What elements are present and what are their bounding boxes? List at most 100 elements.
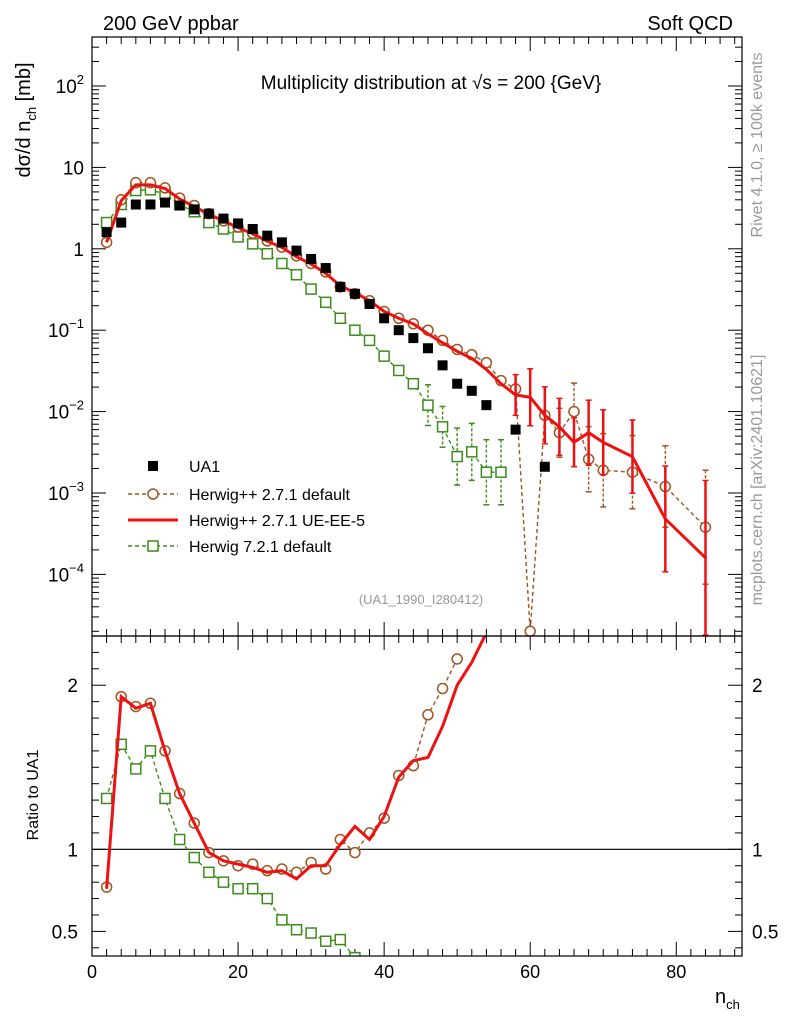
data-point bbox=[422, 709, 434, 721]
data-point bbox=[364, 298, 375, 309]
data-point bbox=[130, 199, 141, 210]
data-point bbox=[392, 364, 405, 377]
data-point bbox=[261, 892, 274, 905]
data-point bbox=[159, 792, 171, 805]
data-point bbox=[436, 682, 449, 695]
y-tick-label: 102 bbox=[56, 72, 84, 98]
data-point bbox=[349, 951, 361, 956]
data-point bbox=[188, 851, 200, 864]
data-point bbox=[144, 745, 157, 757]
data-point bbox=[703, 556, 707, 560]
data-point bbox=[320, 263, 331, 274]
data-point bbox=[130, 763, 142, 775]
data-point bbox=[276, 237, 287, 248]
ratio-tick-label-right: 1 bbox=[752, 840, 763, 861]
data-point bbox=[393, 325, 404, 336]
data-point bbox=[510, 424, 521, 435]
data-point bbox=[334, 933, 347, 946]
data-point bbox=[378, 350, 390, 362]
data-point bbox=[173, 833, 186, 846]
data-point bbox=[247, 224, 258, 235]
data-point bbox=[100, 216, 113, 229]
side-label-bottom: mcplots.cern.ch [arXiv:2401.10621] bbox=[749, 355, 766, 606]
data-point bbox=[528, 395, 532, 399]
data-point bbox=[261, 247, 274, 260]
x-tick-label: 60 bbox=[520, 962, 540, 982]
series-line bbox=[105, 742, 355, 956]
y-tick-label: 10 bbox=[63, 158, 84, 179]
legend-label: Herwig++ 2.7.1 UE-EE-5 bbox=[189, 513, 365, 530]
plot-title: Multiplicity distribution at √s = 200 {G… bbox=[261, 73, 601, 94]
ratio-tick-label: 0.5 bbox=[52, 922, 78, 943]
data-point bbox=[601, 440, 605, 444]
data-point bbox=[334, 312, 347, 325]
data-point bbox=[407, 377, 420, 390]
data-point bbox=[363, 334, 376, 347]
data-point bbox=[319, 935, 332, 947]
data-point bbox=[246, 238, 259, 250]
data-point bbox=[543, 413, 547, 417]
data-point bbox=[514, 393, 518, 397]
data-point bbox=[349, 288, 360, 299]
data-point bbox=[379, 313, 390, 324]
series-line bbox=[106, 189, 501, 473]
data-point bbox=[451, 450, 463, 463]
ratio-tick-label-right: 0.5 bbox=[752, 922, 778, 943]
data-point bbox=[568, 405, 580, 418]
data-point bbox=[246, 882, 259, 895]
data-point bbox=[291, 245, 302, 256]
series-line bbox=[105, 636, 487, 889]
header-right: Soft QCD bbox=[647, 13, 733, 35]
series-line bbox=[105, 181, 706, 632]
data-point bbox=[481, 400, 492, 411]
data-point bbox=[290, 923, 303, 936]
y-tick-label: 10−3 bbox=[48, 479, 84, 505]
legend-marker bbox=[147, 488, 159, 500]
ratio-tick-label: 2 bbox=[67, 676, 78, 697]
legend-marker-ua1 bbox=[148, 461, 158, 471]
x-tick-label: 80 bbox=[666, 962, 686, 982]
data-point bbox=[189, 204, 200, 215]
data-point bbox=[290, 268, 303, 281]
data-point bbox=[116, 217, 127, 228]
series-line bbox=[105, 658, 458, 888]
data-point bbox=[335, 281, 346, 292]
y-tick-label: 10−4 bbox=[48, 560, 84, 586]
data-point bbox=[218, 213, 229, 224]
x-tick-label: 20 bbox=[228, 962, 248, 982]
ratio-tick-label-right: 2 bbox=[752, 676, 763, 697]
data-point bbox=[466, 385, 477, 396]
data-point bbox=[276, 257, 288, 270]
data-point bbox=[306, 253, 317, 264]
data-point bbox=[524, 625, 536, 636]
data-point bbox=[495, 466, 507, 478]
data-point bbox=[203, 866, 215, 879]
data-point bbox=[305, 283, 317, 295]
data-point bbox=[349, 324, 361, 336]
data-point bbox=[100, 792, 113, 805]
y-tick-label: 1 bbox=[73, 240, 84, 261]
data-point bbox=[232, 882, 244, 895]
y-axis-label: dσ/d nch [mb] bbox=[13, 62, 39, 177]
data-point bbox=[539, 461, 550, 472]
data-point bbox=[160, 197, 171, 208]
y-tick-label: 10−1 bbox=[48, 316, 84, 342]
data-point bbox=[630, 455, 634, 459]
data-point bbox=[436, 421, 449, 433]
data-point bbox=[217, 876, 230, 888]
data-point bbox=[408, 333, 419, 344]
data-point bbox=[422, 343, 433, 354]
data-point bbox=[572, 440, 576, 444]
ratio-tick-label: 1 bbox=[67, 840, 78, 861]
data-point bbox=[305, 927, 317, 939]
y-tick-label: 10−2 bbox=[48, 398, 84, 424]
data-point bbox=[480, 466, 493, 478]
x-axis-label: nch bbox=[715, 986, 740, 1012]
data-point bbox=[587, 431, 591, 435]
legend-marker bbox=[147, 540, 159, 552]
legend-label: Herwig++ 2.7.1 default bbox=[189, 487, 351, 504]
data-point bbox=[437, 360, 448, 371]
data-point bbox=[422, 399, 434, 411]
data-point bbox=[349, 846, 361, 859]
data-point bbox=[101, 227, 112, 238]
